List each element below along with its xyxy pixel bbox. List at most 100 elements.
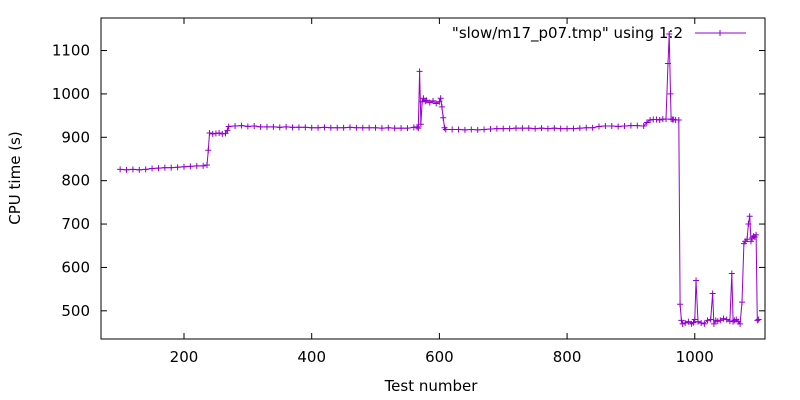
data-point (678, 317, 685, 324)
data-point (723, 316, 730, 323)
x-tick-label: 800 (553, 348, 582, 366)
data-point (205, 147, 212, 154)
data-point (232, 123, 239, 130)
plot-frame (100, 17, 766, 340)
data-point (415, 125, 422, 132)
data-point (416, 68, 423, 75)
data-point (200, 162, 207, 169)
data-point (519, 125, 526, 132)
data-point (129, 166, 136, 173)
data-point (557, 125, 564, 132)
y-tick-label: 700 (61, 215, 90, 233)
data-point (690, 319, 697, 326)
data-point (720, 315, 727, 322)
data-point (222, 130, 229, 137)
data-point (455, 126, 462, 133)
data-point (295, 124, 302, 131)
data-point (193, 162, 200, 169)
data-point (385, 124, 392, 131)
data-point (747, 238, 754, 245)
data-point (347, 124, 353, 131)
data-point (417, 121, 424, 128)
data-point (704, 317, 711, 324)
data-point (372, 124, 379, 131)
data-point (123, 166, 130, 173)
data-point (564, 125, 571, 132)
data-point (136, 166, 143, 173)
data-point (694, 318, 701, 325)
data-point (206, 129, 213, 136)
data-point (225, 123, 232, 130)
data-point (602, 123, 609, 130)
y-tick-label: 1100 (52, 42, 90, 60)
data-point (677, 301, 684, 308)
data-point (691, 316, 698, 323)
data-point (366, 124, 373, 131)
data-point (422, 98, 429, 105)
data-point (161, 164, 168, 171)
data-point (270, 123, 277, 130)
data-point (244, 123, 251, 130)
data-point (667, 90, 674, 97)
y-tick-label: 900 (61, 128, 90, 146)
data-point (500, 125, 507, 132)
data-point (493, 125, 500, 132)
legend: "slow/m17_p07.tmp" using 1:2 (452, 24, 746, 43)
data-point (436, 98, 443, 105)
data-point (449, 126, 456, 133)
x-tick-label: 400 (297, 348, 326, 366)
data-point (596, 123, 602, 130)
data-point (682, 319, 689, 326)
data-point (506, 125, 513, 132)
data-point (398, 125, 405, 132)
data-point (468, 126, 475, 133)
data-point (378, 125, 385, 132)
data-point (675, 116, 682, 123)
data-point (640, 123, 647, 130)
data-point (391, 125, 398, 132)
data-point (426, 99, 433, 106)
series-layer (117, 31, 762, 327)
y-tick-label: 600 (61, 258, 90, 276)
y-axis-label: CPU time (s) (6, 131, 24, 224)
legend-marker (717, 30, 723, 36)
data-point (544, 125, 551, 132)
data-point (755, 316, 762, 323)
data-point (728, 270, 735, 277)
data-point (589, 124, 596, 131)
data-point (168, 164, 175, 171)
data-point (663, 116, 670, 123)
data-point (334, 124, 341, 131)
data-point (353, 124, 360, 131)
data-point (538, 125, 545, 132)
data-point (264, 123, 270, 130)
data-point (276, 124, 283, 131)
legend-label: "slow/m17_p07.tmp" using 1:2 (452, 24, 683, 43)
data-point (433, 100, 440, 107)
data-point (440, 114, 447, 121)
legend-marker-plus (717, 30, 723, 36)
y-tick-label: 500 (61, 302, 90, 320)
data-point (532, 125, 539, 132)
data-point (656, 116, 663, 123)
data-point (187, 163, 194, 170)
data-point (714, 318, 721, 325)
data-point (615, 123, 622, 130)
data-point (420, 95, 427, 102)
series-points (117, 31, 762, 327)
data-point (481, 126, 488, 133)
data-point (308, 124, 315, 131)
data-point (442, 126, 449, 133)
data-point (437, 95, 444, 102)
axis-tick-labels: 200 400 600 800 1000 500 600 700 800 900 1000 1100 (52, 42, 714, 366)
data-point (203, 162, 210, 169)
data-point (707, 316, 714, 323)
data-point (430, 97, 436, 104)
data-point (340, 124, 347, 131)
data-point (315, 124, 322, 131)
data-point (257, 123, 264, 130)
series-line (120, 34, 759, 326)
data-point (693, 277, 700, 284)
data-point (414, 123, 421, 130)
